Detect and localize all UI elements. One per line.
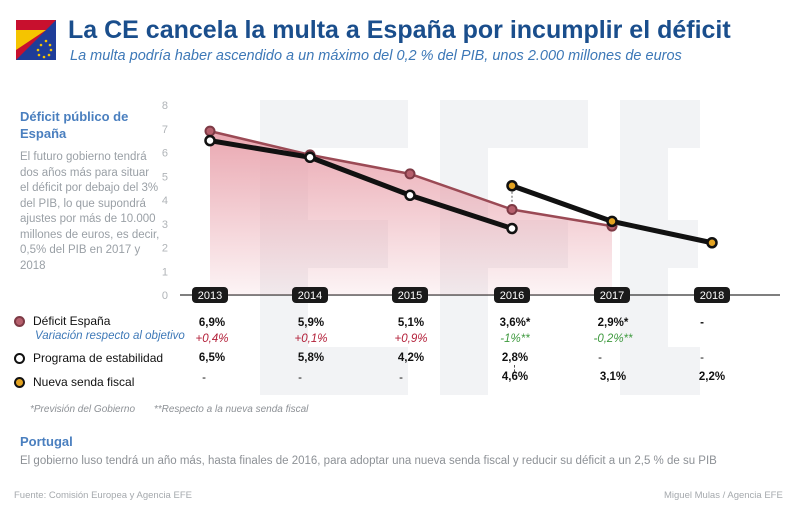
year-label: 2013 [198,290,222,302]
legend-stability-label: Programa de estabilidad [33,351,164,365]
table-cell: +0,1% [294,333,328,345]
table-cell: +0,9% [394,333,428,345]
sidebar-text: El futuro gobierno tendrá dos años más p… [20,151,160,272]
stability-point [204,134,216,147]
table-cell: 4,2% [397,352,425,364]
y-tick-label: 2 [162,243,168,255]
stability-marker-icon [14,352,25,364]
table-cell: -1%** [500,333,530,345]
table-cell: 2,2% [698,371,726,383]
table-cell: 5,1% [397,317,425,329]
table-cell: - [598,352,602,364]
year-badge [594,287,630,303]
year-label: 2018 [700,290,724,302]
deficit-line-chart: 0 1 2 3 4 5 6 7 8 2013 2014 2015 2016 2017 2018 [162,100,780,303]
senda-marker-icon [14,376,25,388]
spain-eu-flag-icon [16,20,56,60]
year-label: 2014 [298,290,322,302]
y-tick-label: 1 [162,266,168,278]
stability-point [304,151,316,163]
year-badge [392,287,428,303]
table-cell: - [399,372,403,384]
table-cell: - [700,317,704,329]
portugal-text: El gobierno luso tendrá un año más, hast… [20,455,717,467]
deficit-point [506,204,518,215]
year-label: 2015 [398,290,422,302]
table-cell: -0,2%** [593,333,633,345]
legend-stability: Programa de estabilidad [14,349,163,367]
table-cell: 6,5% [198,352,226,364]
table-cell: - [202,372,206,384]
stability-line [209,138,513,231]
deficit-area [210,131,612,295]
x-tick-label: 2016 [494,287,530,303]
year-label: 2016 [500,290,524,302]
y-tick-label: 4 [162,195,168,207]
y-tick-label: 7 [162,124,168,136]
table-cell: 5,9% [297,317,325,329]
legend-deficit: Déficit España [14,312,110,330]
stability-point [404,189,416,201]
deficit-point [404,168,416,180]
x-tick-label: 2015 [392,287,428,303]
x-tick-label: 2014 [292,287,328,303]
footnotes: *Previsión del Gobierno **Respecto a la … [30,404,324,415]
senda-point [706,237,718,249]
sidebar-heading: Déficit público de España [20,109,129,141]
page-subtitle: La multa podría haber ascendido a un máx… [70,48,682,64]
source-note: Fuente: Comisión Europea y Agencia EFE [14,490,192,501]
x-tick-label: 2017 [594,287,630,303]
y-tick-label: 5 [162,171,168,183]
senda-point [506,180,518,192]
footnote-forecast: *Previsión del Gobierno [30,404,136,415]
deficit-point [204,125,216,137]
legend-deficit-label: Déficit España [33,314,111,328]
footnote-senda: **Respecto a la nueva senda fiscal [153,404,309,415]
year-badge [292,287,328,303]
table-cell: - [298,372,302,384]
table-cell: 2,8% [501,352,529,364]
table-cell: 2,9%* [597,317,629,329]
y-tick-label: 3 [162,219,168,231]
year-badge [192,287,228,303]
table-cell: 3,1% [599,371,627,383]
table-cell: 4,6% [501,371,529,383]
y-tick-label: 6 [162,148,168,160]
table-cell: 5,8% [297,352,325,364]
year-badge [494,287,530,303]
legend-senda: Nueva senda fiscal [14,373,134,391]
portugal-heading: Portugal [20,434,73,449]
connector-2016 [514,365,515,372]
table-cell: 3,6%* [499,317,531,329]
year-label: 2017 [600,290,624,302]
x-tick-label: 2013 [192,287,228,303]
page-title: La CE cancela la multa a España por incu… [68,16,731,44]
stability-point [506,222,518,235]
y-tick-label: 8 [162,100,168,112]
senda-point [606,215,618,228]
author-credit: Miguel Mulas / Agencia EFE [664,490,783,501]
legend-variation-label: Variación respecto al objetivo [35,330,185,342]
y-tick-label: 0 [162,290,168,302]
year-badge [694,287,730,303]
deficit-marker-icon [14,315,25,327]
x-tick-label: 2018 [694,287,730,303]
table-cell: +0,4% [195,333,229,345]
legend-senda-label: Nueva senda fiscal [33,375,135,389]
table-cell: 6,9% [198,317,226,329]
table-cell: - [700,352,704,364]
